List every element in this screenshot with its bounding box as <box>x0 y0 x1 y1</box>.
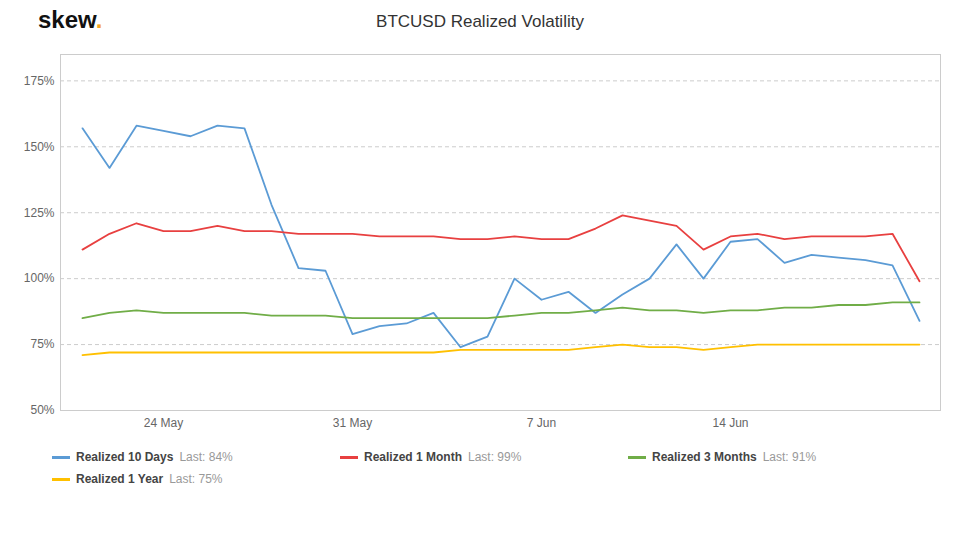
html-text:Last: 75%: Last: 75% <box>169 472 223 486</box>
svg-text:125%: 125% <box>24 206 55 220</box>
svg-text:175%: 175% <box>24 74 55 88</box>
svg-text:150%: 150% <box>24 140 55 154</box>
html-text:Realized 1 Year: Realized 1 Year <box>76 472 164 486</box>
html-text:Realized 3 Months: Realized 3 Months <box>652 450 757 464</box>
svg-text:14 Jun: 14 Jun <box>712 416 748 430</box>
html-text:Last: 91%: Last: 91% <box>762 450 817 464</box>
svg-text:75%: 75% <box>30 337 54 351</box>
html-text:BTCUSD Realized Volatility: BTCUSD Realized Volatility <box>376 12 584 31</box>
html-text:Last: 84%: Last: 84% <box>179 450 233 464</box>
html-text:Last: 99%: Last: 99% <box>468 450 522 464</box>
svg-text:7 Jun: 7 Jun <box>527 416 556 430</box>
svg-text:24 May: 24 May <box>144 416 183 430</box>
svg-text:50%: 50% <box>30 403 54 417</box>
svg-text:100%: 100% <box>24 271 55 285</box>
html-text:Realized 10 Days: Realized 10 Days <box>76 450 174 464</box>
svg-text:31 May: 31 May <box>333 416 372 430</box>
html-text:Realized 1 Month: Realized 1 Month <box>364 450 462 464</box>
html-text:skew.: skew. <box>38 6 103 33</box>
